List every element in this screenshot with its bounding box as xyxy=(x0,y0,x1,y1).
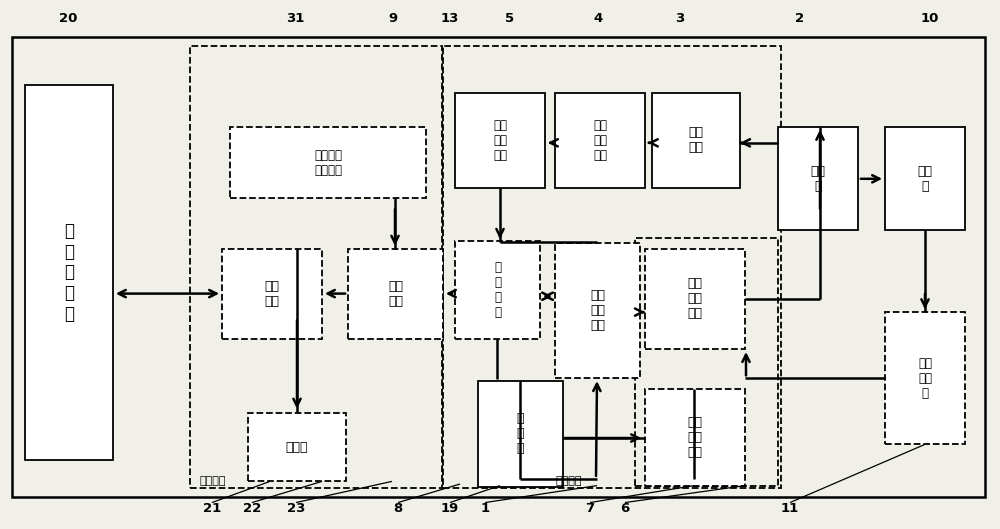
Bar xyxy=(443,46,781,488)
Bar xyxy=(778,127,858,230)
Text: 2: 2 xyxy=(795,12,805,25)
Text: 19: 19 xyxy=(441,503,459,515)
Bar xyxy=(230,127,426,198)
Bar xyxy=(555,93,645,188)
Bar xyxy=(12,37,985,497)
Text: 5: 5 xyxy=(505,12,515,25)
Text: 整流
电路: 整流 电路 xyxy=(689,126,704,154)
Text: 7: 7 xyxy=(585,503,595,515)
Bar xyxy=(885,127,965,230)
Text: 控制装置: 控制装置 xyxy=(555,476,582,486)
Bar xyxy=(635,238,778,486)
Bar xyxy=(455,241,540,339)
Text: 网
络
服
务
器: 网 络 服 务 器 xyxy=(64,222,74,323)
Text: 蓄电
池: 蓄电 池 xyxy=(918,165,932,193)
Text: 电压
采样
模块: 电压 采样 模块 xyxy=(493,118,507,162)
Text: 11: 11 xyxy=(781,503,799,515)
Text: 21: 21 xyxy=(203,503,221,515)
Text: 负载
调节
模块: 负载 调节 模块 xyxy=(688,277,703,321)
Text: 9: 9 xyxy=(388,12,398,25)
Bar xyxy=(222,249,322,339)
Bar xyxy=(455,93,545,188)
Bar xyxy=(478,381,563,487)
Text: 显示屏: 显示屏 xyxy=(286,441,308,453)
Text: 发电
机: 发电 机 xyxy=(811,165,826,193)
Text: 转速
采样
模块: 转速 采样 模块 xyxy=(688,416,703,459)
Text: 8: 8 xyxy=(393,503,403,515)
Text: 执行
装置: 执行 装置 xyxy=(388,280,403,307)
Bar xyxy=(348,249,443,339)
Text: 6: 6 xyxy=(620,503,630,515)
Text: 23: 23 xyxy=(287,503,305,515)
Text: 控
制
接
口: 控 制 接 口 xyxy=(494,261,501,318)
Text: 31: 31 xyxy=(286,12,304,25)
Text: 中央
处理
单元: 中央 处理 单元 xyxy=(590,289,605,332)
Text: 20: 20 xyxy=(59,12,77,25)
Text: 电量
传感
器: 电量 传感 器 xyxy=(918,357,932,400)
Bar xyxy=(555,243,640,378)
Bar xyxy=(248,413,346,481)
Bar xyxy=(645,389,745,486)
Text: 13: 13 xyxy=(441,12,459,25)
Text: 22: 22 xyxy=(243,503,261,515)
Text: 3: 3 xyxy=(675,12,685,25)
Text: 10: 10 xyxy=(921,12,939,25)
Bar xyxy=(652,93,740,188)
Bar xyxy=(885,312,965,444)
Text: 传
感
器: 传 感 器 xyxy=(517,412,524,455)
Text: 输入设备
媒体设备: 输入设备 媒体设备 xyxy=(314,149,342,177)
Bar xyxy=(645,249,745,349)
Text: 1: 1 xyxy=(480,503,490,515)
Text: 4: 4 xyxy=(593,12,603,25)
Text: 网络
装置: 网络 装置 xyxy=(264,280,280,307)
Text: 电流
采样
模块: 电流 采样 模块 xyxy=(593,118,607,162)
Bar xyxy=(190,46,442,488)
Text: 室内单车: 室内单车 xyxy=(200,476,226,486)
Bar xyxy=(25,85,113,460)
